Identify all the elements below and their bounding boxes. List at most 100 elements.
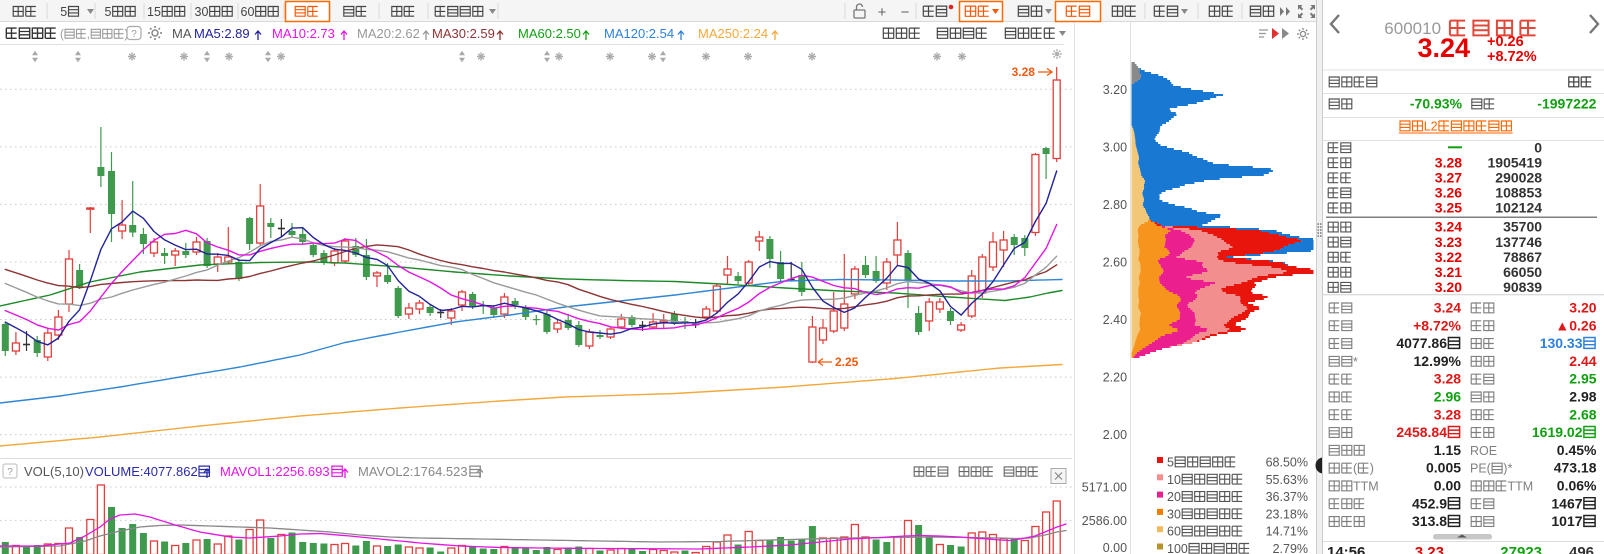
svg-text:66050: 66050 xyxy=(1503,264,1542,280)
svg-text:VOLUME:4077.862: VOLUME:4077.862 xyxy=(85,464,198,479)
svg-text:90839: 90839 xyxy=(1503,279,1542,295)
svg-text:1619.02: 1619.02 xyxy=(1532,424,1583,440)
svg-text:102124: 102124 xyxy=(1495,200,1542,216)
svg-text:0.00: 0.00 xyxy=(1103,541,1127,554)
svg-text:3.26: 3.26 xyxy=(1435,184,1462,200)
svg-text:*: * xyxy=(1353,355,1358,369)
svg-text:100: 100 xyxy=(1167,542,1188,554)
svg-text:137746: 137746 xyxy=(1495,234,1542,250)
svg-text:+8.72%: +8.72% xyxy=(1487,49,1537,65)
svg-text:290028: 290028 xyxy=(1495,169,1542,185)
svg-text:0.06%: 0.06% xyxy=(1557,478,1597,494)
svg-text:TTM: TTM xyxy=(1508,480,1534,494)
svg-text:2.98: 2.98 xyxy=(1569,389,1596,405)
svg-text:36.37%: 36.37% xyxy=(1266,490,1308,504)
svg-text:15: 15 xyxy=(147,5,161,19)
svg-text:2.25: 2.25 xyxy=(835,355,859,369)
svg-text:0.00: 0.00 xyxy=(1434,478,1461,494)
svg-text:MA120:2.54: MA120:2.54 xyxy=(604,26,674,41)
svg-text:23.18%: 23.18% xyxy=(1266,507,1308,521)
svg-text:5171.00: 5171.00 xyxy=(1082,481,1127,495)
svg-text:?: ? xyxy=(131,29,137,40)
svg-text:3.24: 3.24 xyxy=(1418,33,1471,63)
svg-text:(: ( xyxy=(60,29,64,41)
svg-text:3.20: 3.20 xyxy=(1569,300,1596,316)
svg-text:1467: 1467 xyxy=(1551,495,1582,511)
svg-text:12.99%: 12.99% xyxy=(1414,353,1462,369)
svg-text:2.80: 2.80 xyxy=(1103,198,1127,212)
svg-text:3.24: 3.24 xyxy=(1434,300,1461,316)
svg-text:2.00: 2.00 xyxy=(1103,428,1127,442)
svg-text:108853: 108853 xyxy=(1495,184,1542,200)
svg-text:20: 20 xyxy=(1167,490,1181,504)
svg-text:(: ( xyxy=(1353,462,1358,476)
svg-text:MA60:2.50: MA60:2.50 xyxy=(518,26,581,41)
svg-text:473.18: 473.18 xyxy=(1554,460,1597,476)
svg-text:5: 5 xyxy=(1167,456,1174,470)
svg-text:496: 496 xyxy=(1569,544,1594,554)
svg-text:MA20:2.62: MA20:2.62 xyxy=(357,26,420,41)
svg-text:PE(: PE( xyxy=(1470,462,1492,476)
svg-text:3.00: 3.00 xyxy=(1103,140,1127,154)
svg-text:0.005: 0.005 xyxy=(1426,460,1461,476)
svg-text:60: 60 xyxy=(241,5,255,19)
svg-text:MA250:2.24: MA250:2.24 xyxy=(698,26,768,41)
svg-text:2.79%: 2.79% xyxy=(1273,542,1308,554)
svg-text:313.8: 313.8 xyxy=(1412,513,1447,529)
svg-text:+0.26: +0.26 xyxy=(1487,34,1524,50)
svg-text:2458.84: 2458.84 xyxy=(1396,424,1447,440)
svg-text:55.63%: 55.63% xyxy=(1266,473,1308,487)
svg-text:2.20: 2.20 xyxy=(1103,371,1127,385)
svg-text:3.21: 3.21 xyxy=(1435,264,1462,280)
svg-text:0: 0 xyxy=(1534,139,1542,155)
svg-text:60: 60 xyxy=(1167,525,1181,539)
svg-text:)*: )* xyxy=(1503,462,1512,476)
svg-text:2586.00: 2586.00 xyxy=(1082,514,1127,528)
svg-text:MAVOL1:2256.693: MAVOL1:2256.693 xyxy=(220,464,330,479)
svg-text:TTM: TTM xyxy=(1353,480,1379,494)
svg-text:+: + xyxy=(878,4,887,21)
svg-text:MA30:2.59: MA30:2.59 xyxy=(432,26,495,41)
svg-text:10: 10 xyxy=(1167,473,1181,487)
svg-text:600010: 600010 xyxy=(1384,19,1441,38)
svg-text:3.24: 3.24 xyxy=(1435,219,1462,235)
svg-text:68.50%: 68.50% xyxy=(1266,456,1308,470)
svg-text:3.20: 3.20 xyxy=(1435,279,1462,295)
svg-text:3.28: 3.28 xyxy=(1434,371,1461,387)
svg-text:,: , xyxy=(87,29,90,41)
svg-text:2.44: 2.44 xyxy=(1569,353,1596,369)
svg-text:14:56: 14:56 xyxy=(1327,544,1365,554)
svg-text:MA10:2.73: MA10:2.73 xyxy=(272,26,335,41)
svg-text:-70.93%: -70.93% xyxy=(1410,96,1463,112)
svg-text:78867: 78867 xyxy=(1503,249,1542,265)
svg-text:1017: 1017 xyxy=(1551,513,1582,529)
svg-text:14.71%: 14.71% xyxy=(1266,525,1308,539)
svg-text:5: 5 xyxy=(60,5,67,19)
svg-text:3.23: 3.23 xyxy=(1415,544,1444,554)
svg-text:−: − xyxy=(901,4,910,21)
svg-text:0.45%: 0.45% xyxy=(1557,442,1597,458)
svg-text:4077.86: 4077.86 xyxy=(1396,335,1447,351)
svg-text:30: 30 xyxy=(195,5,209,19)
svg-text:3.25: 3.25 xyxy=(1435,200,1462,216)
svg-text:MA5:2.89: MA5:2.89 xyxy=(194,26,250,41)
svg-text:?: ? xyxy=(7,467,13,478)
svg-text:3.28: 3.28 xyxy=(1435,154,1462,170)
svg-text:ROE: ROE xyxy=(1470,444,1497,458)
svg-text:): ) xyxy=(1370,462,1374,476)
svg-text:3.28: 3.28 xyxy=(1012,65,1036,79)
svg-text:5: 5 xyxy=(105,5,112,19)
svg-text:2.68: 2.68 xyxy=(1569,406,1596,422)
svg-text:1905419: 1905419 xyxy=(1488,154,1543,170)
svg-text:35700: 35700 xyxy=(1503,219,1542,235)
svg-text:130.33: 130.33 xyxy=(1540,335,1583,351)
svg-text:-1997222: -1997222 xyxy=(1537,96,1596,112)
svg-text:3.20: 3.20 xyxy=(1103,83,1127,97)
svg-text:2.40: 2.40 xyxy=(1103,313,1127,327)
svg-text:2.96: 2.96 xyxy=(1434,389,1461,405)
svg-text:3.27: 3.27 xyxy=(1435,169,1462,185)
svg-text:MAVOL2:1764.523: MAVOL2:1764.523 xyxy=(358,464,468,479)
svg-text:+8.72%: +8.72% xyxy=(1413,317,1461,333)
svg-text:30: 30 xyxy=(1167,507,1181,521)
svg-text:3.28: 3.28 xyxy=(1434,406,1461,422)
